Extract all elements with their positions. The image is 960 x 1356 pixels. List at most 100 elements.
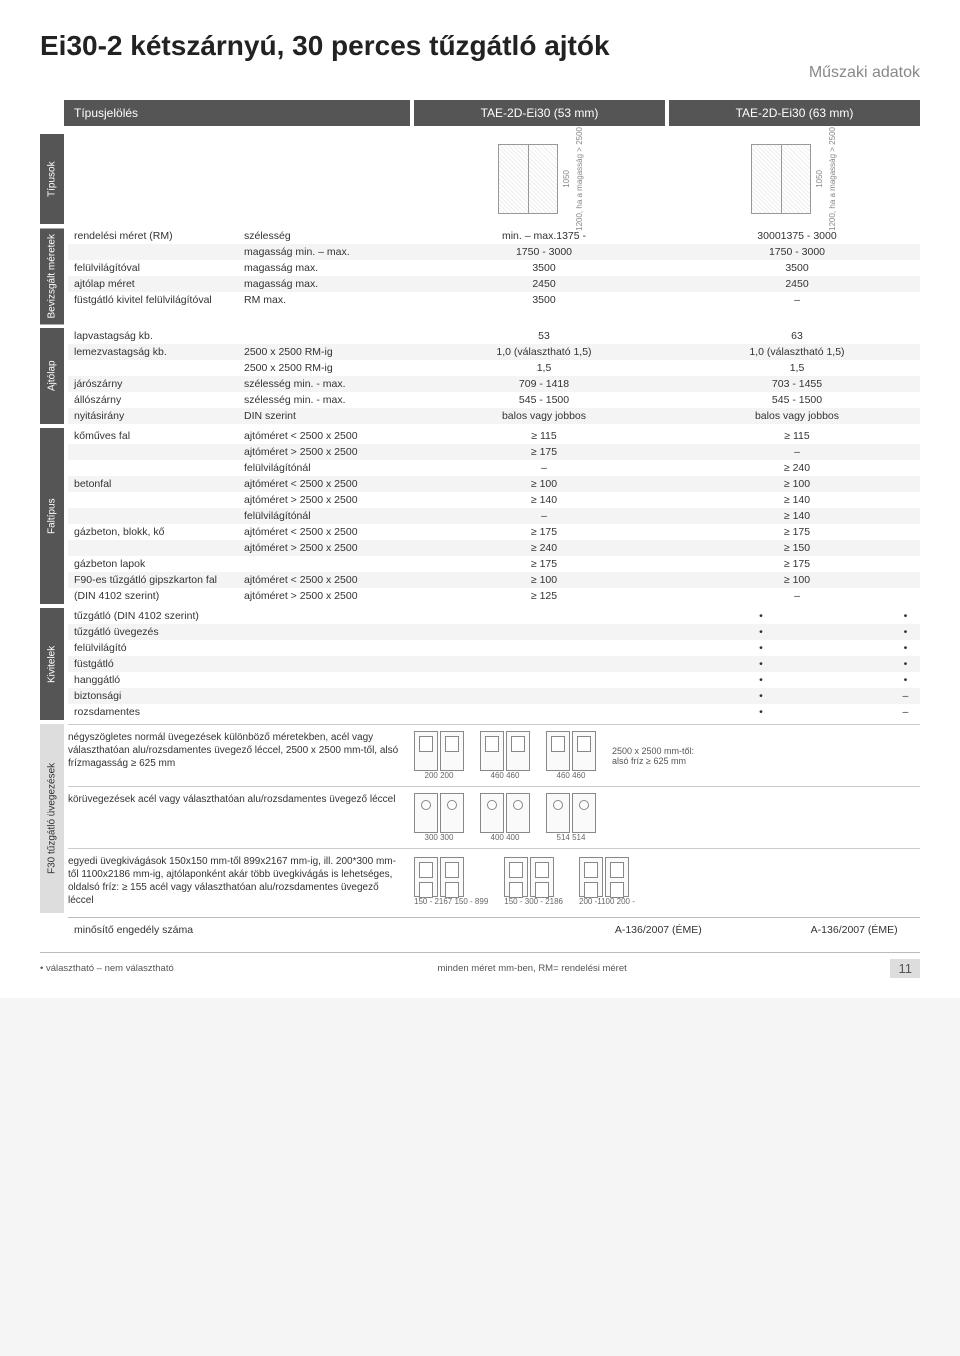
cell: – — [414, 508, 674, 524]
cell: ≥ 115 — [414, 428, 674, 444]
table-row: tűzgátló üvegezés•• — [68, 624, 920, 640]
cell: • — [631, 624, 891, 640]
cell: ajtóméret < 2500 x 2500 — [238, 428, 414, 444]
dim-text: 514 514 — [546, 833, 596, 842]
vlabel-sizes: Bevizsgált méretek — [40, 228, 64, 324]
door-icon — [579, 857, 635, 897]
cell: tűzgátló (DIN 4102 szerint) — [68, 608, 631, 624]
table-row: 2500 x 2500 RM-ig1,51,5 — [68, 360, 920, 376]
cell: magasság max. — [238, 276, 414, 292]
cell: 3500 — [674, 260, 920, 276]
cell: magasság min. – max. — [238, 244, 414, 260]
dim-text: 200 -1100 200 - — [579, 897, 635, 906]
cell: (DIN 4102 szerint) — [68, 588, 238, 604]
table-row: hanggátló•• — [68, 672, 920, 688]
dim-text: 150 - 2167 150 - 899 — [414, 897, 488, 906]
table-row: (DIN 4102 szerint)ajtóméret > 2500 x 250… — [68, 588, 920, 604]
table-row: füstgátló kivitel felülvilágítóvalRM max… — [68, 292, 920, 308]
cell: • — [631, 672, 891, 688]
cell: szélesség min. - max. — [238, 392, 414, 408]
section-options: Kivitelek tűzgátló (DIN 4102 szerint)••t… — [40, 608, 920, 720]
glazing-row: egyedi üvegkivágások 150x150 mm-től 899x… — [68, 848, 920, 913]
glazing-desc: négyszögletes normál üvegezések különböz… — [68, 731, 414, 780]
door-icon — [414, 793, 464, 833]
cell: ≥ 115 — [674, 428, 920, 444]
glazing-diagrams: 200 200460 460460 4602500 x 2500 mm-től:… — [414, 731, 920, 780]
cell: 1,0 (választható 1,5) — [414, 344, 674, 360]
door-icon — [414, 731, 464, 771]
cell — [68, 540, 238, 556]
cell: ajtóméret > 2500 x 2500 — [238, 588, 414, 604]
cell: felülvilágítónál — [238, 508, 414, 524]
cell: • — [631, 656, 891, 672]
dim-text: 460 460 — [480, 771, 530, 780]
cell: 2450 — [414, 276, 674, 292]
cell: • — [631, 704, 891, 720]
cell: ≥ 175 — [674, 524, 920, 540]
door-icon — [414, 857, 488, 897]
glazing-desc: körüvegezések acél vagy választhatóan al… — [68, 793, 414, 842]
cell: • — [631, 688, 891, 704]
cell — [68, 444, 238, 460]
dim-text: 300 300 — [414, 833, 464, 842]
table-row: biztonsági•– — [68, 688, 920, 704]
page-number: 11 — [890, 959, 920, 978]
dim-text: 1200, ha a magasság > 2500 — [575, 127, 584, 231]
cell: ajtóméret > 2500 x 2500 — [238, 444, 414, 460]
cell: 1,5 — [414, 360, 674, 376]
cell: rendelési méret (RM) — [68, 228, 238, 244]
cell: • — [891, 656, 920, 672]
table-row: ajtóméret > 2500 x 2500≥ 140≥ 140 — [68, 492, 920, 508]
cell: ≥ 175 — [414, 444, 674, 460]
cell: tűzgátló üvegezés — [68, 624, 631, 640]
vlabel-leaf: Ajtólap — [40, 328, 64, 424]
cell: ≥ 240 — [414, 540, 674, 556]
cell: RM max. — [238, 292, 414, 308]
cell: ajtóméret < 2500 x 2500 — [238, 572, 414, 588]
cell: ≥ 125 — [414, 588, 674, 604]
vlabel-glazing: F30 tűzgátló üvegezések — [40, 724, 64, 913]
cell: nyitásirány — [68, 408, 238, 424]
glazing-desc: egyedi üvegkivágások 150x150 mm-től 899x… — [68, 855, 414, 907]
cell — [68, 244, 238, 260]
cell: – — [891, 704, 920, 720]
cell: – — [414, 460, 674, 476]
cell: rozsdamentes — [68, 704, 631, 720]
table-row: füstgátló•• — [68, 656, 920, 672]
table-row: magasság min. – max.1750 - 30001750 - 30… — [68, 244, 920, 260]
cell: felülvilágítónál — [238, 460, 414, 476]
table-header: Típusjelölés TAE-2D-Ei30 (53 mm) TAE-2D-… — [40, 100, 920, 126]
cell: ajtóméret < 2500 x 2500 — [238, 476, 414, 492]
table-row: betonfalajtóméret < 2500 x 2500≥ 100≥ 10… — [68, 476, 920, 492]
table-row: gázbeton, blokk, kőajtóméret < 2500 x 25… — [68, 524, 920, 540]
cell: lapvastagság kb. — [68, 328, 238, 344]
dim-text: 150 - 300 - 2186 — [504, 897, 563, 906]
cell: szélesség — [238, 228, 414, 244]
cell: – — [891, 688, 920, 704]
cell: hanggátló — [68, 672, 631, 688]
door-icon — [480, 793, 530, 833]
cell: 545 - 1500 — [414, 392, 674, 408]
table-row: felülvilágító•• — [68, 640, 920, 656]
section-wall: Faltípus kőműves falajtóméret < 2500 x 2… — [40, 428, 920, 604]
cell: ajtóméret < 2500 x 2500 — [238, 524, 414, 540]
table-row: gázbeton lapok≥ 175≥ 175 — [68, 556, 920, 572]
header-label: Típusjelölés — [64, 100, 410, 126]
glazing-diagrams: 300 300 400 400 514 514 — [414, 793, 920, 842]
table-row: ajtóméret > 2500 x 2500≥ 240≥ 150 — [68, 540, 920, 556]
section-leaf: Ajtólap lapvastagság kb.5363lemezvastags… — [40, 328, 920, 424]
cell: ajtóméret > 2500 x 2500 — [238, 540, 414, 556]
dim-text: 400 400 — [480, 833, 530, 842]
cell: • — [891, 624, 920, 640]
cell: ajtóméret > 2500 x 2500 — [238, 492, 414, 508]
glazing-diagrams: 150 - 2167 150 - 899 150 - 300 - 2186 200 … — [414, 855, 920, 907]
cell: biztonsági — [68, 688, 631, 704]
cell: 1750 - 3000 — [414, 244, 674, 260]
door-icon — [480, 731, 530, 771]
vlabel-types: Típusok — [40, 134, 64, 224]
glazing-note: 2500 x 2500 mm-től: alsó fríz ≥ 625 mm — [612, 746, 702, 766]
cell: 2500 x 2500 RM-ig — [238, 360, 414, 376]
cell: 2450 — [674, 276, 920, 292]
cell: balos vagy jobbos — [414, 408, 674, 424]
cell: 53 — [414, 328, 674, 344]
